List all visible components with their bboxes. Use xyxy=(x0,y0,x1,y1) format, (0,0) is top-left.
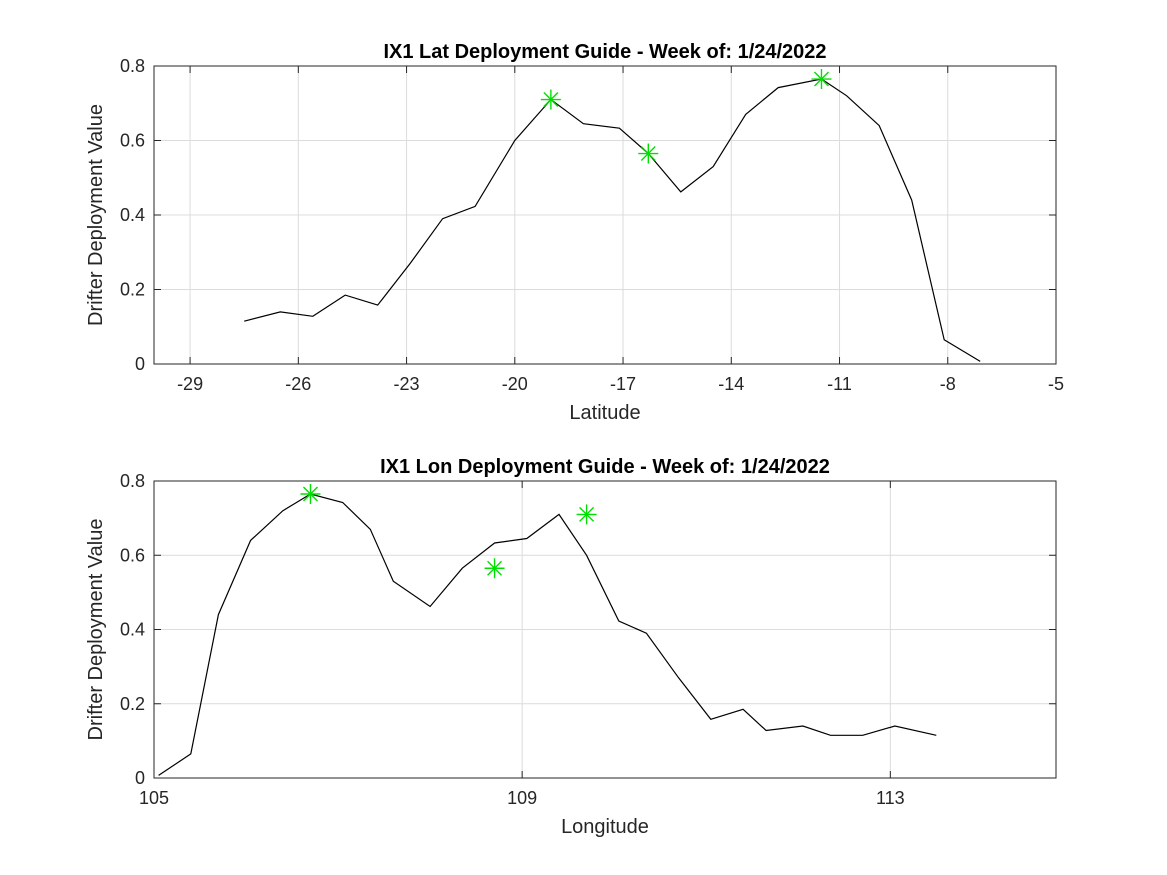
plot-frame xyxy=(153,480,1057,779)
x-tick-label: -26 xyxy=(285,374,311,394)
y-tick-label: 0 xyxy=(135,768,145,788)
x-tick-label: 105 xyxy=(139,788,169,808)
x-tick-label: -17 xyxy=(610,374,636,394)
lon-chart: 105 109 113 0 0.2 0.4 0.6 0.8 IX1 Lon Deployment… xyxy=(85,456,1057,838)
highlight-marker xyxy=(540,89,561,110)
y-tick-label: 0.2 xyxy=(120,694,145,714)
highlight-marker xyxy=(576,504,597,525)
chart-title: IX1 Lon Deployment Guide - Week of: 1/24… xyxy=(380,456,830,478)
x-tick-label: -29 xyxy=(177,374,203,394)
highlight-marker xyxy=(811,69,832,90)
highlight-marker xyxy=(484,558,505,579)
highlight-marker xyxy=(300,483,321,504)
x-tick-label: -23 xyxy=(394,374,420,394)
y-tick-label: 0.8 xyxy=(120,56,145,76)
y-axis-label: Drifter Deployment Value xyxy=(85,519,107,741)
x-tick-label: -11 xyxy=(827,374,852,394)
x-axis-label: Latitude xyxy=(569,402,640,424)
x-tick-label: -14 xyxy=(718,374,744,394)
y-tick-label: 0.4 xyxy=(120,205,145,225)
y-tick-label: 0 xyxy=(135,354,145,374)
series-line xyxy=(244,78,981,362)
y-tick-label: 0.4 xyxy=(120,620,145,640)
x-tick-label: -5 xyxy=(1048,374,1064,394)
y-tick-label: 0.8 xyxy=(120,471,145,491)
plot-frame xyxy=(153,65,1057,365)
y-tick-label: 0.6 xyxy=(120,131,145,151)
lat-chart: -29 -26 -23 -20 -17 -14 -11 -8 -5 0 0.2 0.4 0.6 0.8 IX… xyxy=(85,41,1064,424)
y-tick-label: 0.2 xyxy=(120,280,145,300)
x-axis-label: Longitude xyxy=(561,816,649,838)
chart-title: IX1 Lat Deployment Guide - Week of: 1/24… xyxy=(383,41,826,63)
x-tick-label: -8 xyxy=(940,374,956,394)
series-line xyxy=(158,493,937,776)
x-tick-label: -20 xyxy=(502,374,528,394)
y-axis-label: Drifter Deployment Value xyxy=(85,104,107,326)
x-tick-label: 109 xyxy=(507,788,537,808)
highlight-marker xyxy=(638,143,659,164)
x-tick-label: 113 xyxy=(876,788,905,808)
y-tick-label: 0.6 xyxy=(120,545,145,565)
